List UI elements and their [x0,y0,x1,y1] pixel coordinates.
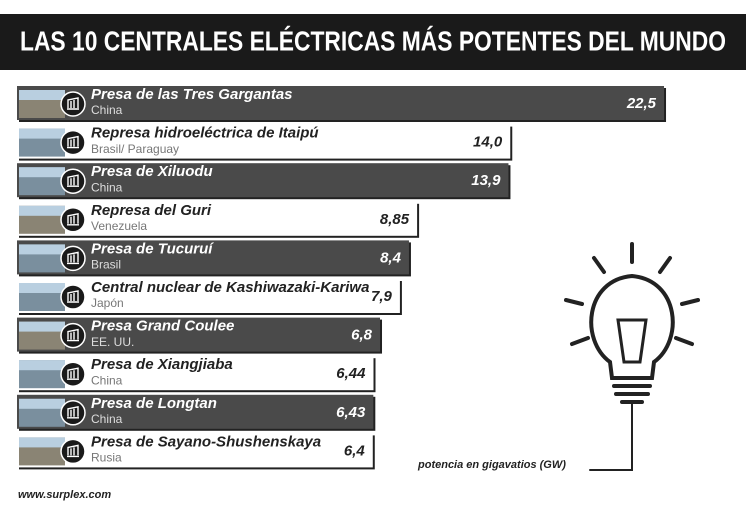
title-band [0,14,746,70]
thumbnail-sky [19,90,65,100]
bar [17,86,665,120]
icon [60,207,86,233]
icon-glyph [67,251,79,265]
value-label: 8,4 [380,249,402,266]
icon-glyph [67,290,79,303]
icon [60,129,86,156]
chart-title: LAS 10 CENTRALES ELÉCTRICAS MÁS POTENTES… [20,25,726,56]
thumbnail-sky [19,321,65,332]
plant-name: Presa de Xiluodu [91,163,213,180]
icon-glyph [67,135,79,149]
thumbnail-sky [19,128,65,139]
icon [60,91,86,117]
thumbnail-sky [19,283,65,293]
thumbnail-sky [19,360,65,371]
value-label: 6,43 [336,404,366,421]
thumbnail-sky [19,244,65,255]
icon-glyph [67,97,79,110]
plant-name: Presa Grand Coulee [91,318,234,335]
icon [60,245,86,272]
value-label: 6,44 [336,365,366,382]
plant-name: Central nuclear de Kashiwazaki-Kariwa [91,279,369,296]
value-label: 7,9 [371,288,393,305]
value-label: 14,0 [473,134,503,151]
country: China [91,412,123,426]
plant-name: Presa de Xiangjiaba [91,356,233,373]
thumbnail-sky [19,437,65,448]
bar [17,163,509,198]
country: Brasil [91,258,121,272]
icon-glyph [67,212,79,226]
icon [60,284,86,310]
value-label: 22,5 [626,95,657,112]
icon [60,438,86,465]
icon-glyph [67,444,79,458]
icon-glyph [67,405,79,419]
country: Rusia [91,451,122,465]
value-label: 13,9 [471,172,501,189]
thumbnail-sky [19,398,65,409]
icon [60,361,86,387]
country: EE. UU. [91,335,134,349]
country: China [91,180,123,194]
icon [60,322,86,349]
country: Brasil/ Paraguay [91,142,179,156]
icon [60,400,86,426]
icon [60,168,86,194]
plant-name: Represa hidroeléctrica de Itaipú [91,125,319,142]
plant-name: Presa de Longtan [91,395,217,412]
country: Japón [91,296,124,310]
country: China [91,103,123,117]
plant-name: Represa del Guri [91,202,212,219]
icon-glyph [67,367,79,380]
bar [17,124,511,159]
value-label: 6,8 [351,327,373,344]
plant-name: Presa de Sayano-Shushenskaya [91,433,321,450]
icon-glyph [67,174,79,187]
thumbnail-sky [19,167,65,178]
plant-name: Presa de las Tres Gargantas [91,86,293,103]
icon-glyph [67,328,79,342]
country: China [91,373,123,387]
bulb [564,242,700,471]
country: Venezuela [91,219,147,233]
axis-label: potencia en gigavatios (GW) [417,459,566,471]
plant-name: Presa de Tucuruí [91,240,214,257]
value-label: 6,4 [344,442,366,459]
value-label: 8,85 [380,211,410,228]
thumbnail-sky [19,205,65,216]
source: www.surplex.com [18,489,111,501]
